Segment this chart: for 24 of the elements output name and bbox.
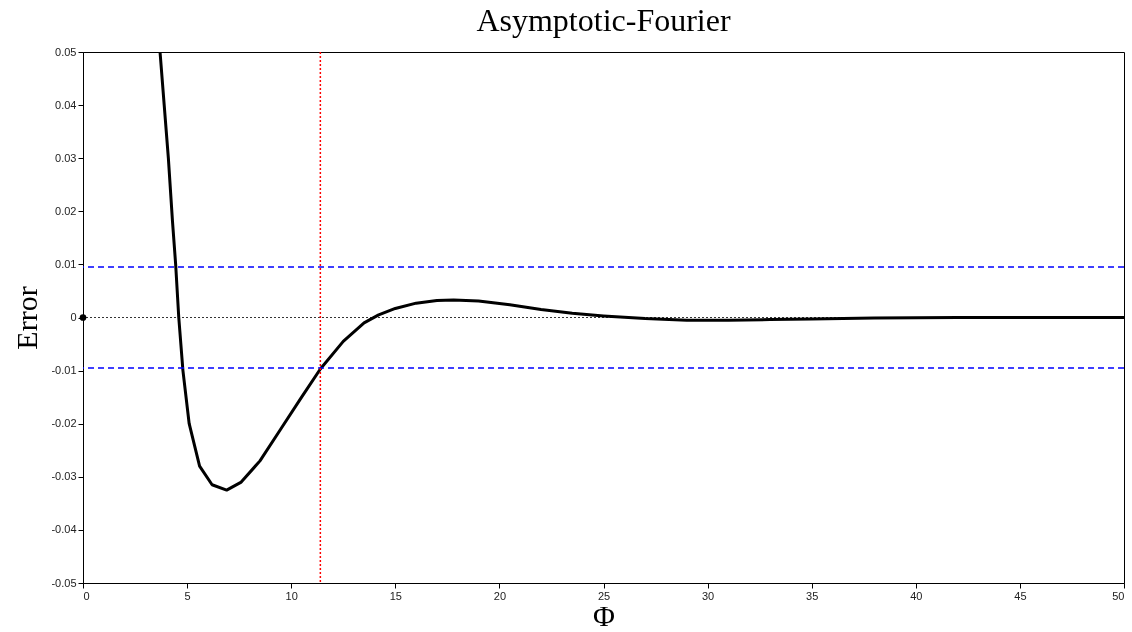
x-tick-label: 45 bbox=[1014, 589, 1027, 602]
y-tick-label: 0.05 bbox=[55, 45, 77, 58]
x-tick-label: 25 bbox=[597, 589, 611, 602]
y-tick-label: 0.02 bbox=[55, 204, 77, 217]
y-tick-label: -0.03 bbox=[51, 470, 77, 483]
x-tick-label: 5 bbox=[184, 589, 191, 602]
y-tick-label: 0.04 bbox=[55, 98, 77, 111]
x-tick-label: 35 bbox=[806, 589, 819, 602]
y-tick-label: -0.04 bbox=[51, 523, 77, 536]
x-tick-label: 50 bbox=[1112, 589, 1125, 602]
x-tick-label: 15 bbox=[389, 589, 402, 602]
x-tick-label: 0 bbox=[83, 589, 90, 602]
x-tick-label: 40 bbox=[910, 589, 923, 602]
y-tick-label: -0.05 bbox=[51, 576, 77, 589]
y-tick-label: -0.01 bbox=[51, 364, 77, 377]
chart-title: Asymptotic-Fourier bbox=[476, 2, 731, 38]
x-tick-label: 10 bbox=[285, 589, 298, 602]
y-tick-label: 0 bbox=[70, 311, 77, 323]
y-tick-label: 0.03 bbox=[55, 151, 77, 164]
x-tick-label: 20 bbox=[493, 589, 507, 602]
y-axis-title: Error bbox=[10, 286, 44, 350]
y-tick-label: 0.01 bbox=[55, 257, 77, 270]
y-tick-label: -0.02 bbox=[51, 417, 77, 430]
x-tick-label: 30 bbox=[701, 589, 715, 602]
